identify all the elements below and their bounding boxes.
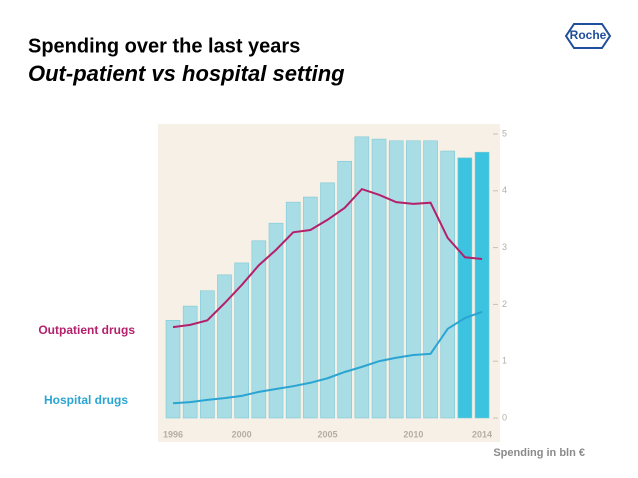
legend-label: Outpatient drugs — [38, 323, 135, 337]
x-tick-label: 1996 — [163, 429, 183, 439]
bar — [337, 160, 353, 419]
logo-frame — [564, 23, 612, 49]
bar — [388, 140, 404, 419]
title: Spending over the last years — [28, 35, 300, 57]
x-tick-label: 2010 — [403, 429, 423, 439]
x-tick-label: 2005 — [318, 429, 338, 439]
line — [172, 310, 483, 405]
bar — [406, 140, 421, 419]
bar — [234, 262, 249, 419]
bar — [423, 140, 438, 419]
y-tick-label: 0 — [502, 412, 507, 422]
bar — [440, 150, 456, 419]
bar — [182, 305, 198, 419]
bar — [320, 182, 335, 419]
y-tick-label: 4 — [502, 185, 507, 195]
line — [172, 187, 483, 329]
x-tick-label: 2014 — [472, 429, 492, 439]
note: Spending in bln € — [493, 447, 585, 459]
y-tick-label: 5 — [502, 128, 507, 138]
bar — [354, 136, 370, 419]
subtitle: Out-patient vs hospital setting — [28, 61, 345, 86]
bar — [165, 320, 181, 419]
logo-text: Roche — [570, 28, 607, 42]
bar — [251, 240, 267, 419]
bar — [268, 222, 284, 419]
bar — [217, 274, 232, 419]
x-tick-label: 2000 — [232, 429, 252, 439]
bar — [457, 157, 473, 419]
y-tick-label: 1 — [502, 356, 507, 366]
legend-label: Hospital drugs — [44, 393, 128, 407]
bar — [474, 151, 490, 419]
y-tick-label: 2 — [502, 299, 507, 309]
bar — [371, 138, 387, 419]
bar — [200, 290, 215, 419]
bar — [285, 201, 301, 419]
y-tick-label: 3 — [502, 242, 507, 252]
bar — [303, 196, 318, 419]
logo: Roche — [564, 23, 612, 49]
